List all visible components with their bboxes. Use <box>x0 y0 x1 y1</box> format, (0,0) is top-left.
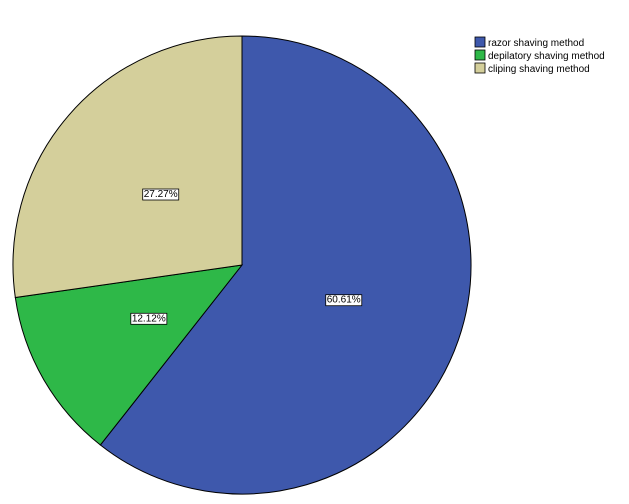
pie-slice-razor-shaving-method <box>99 35 472 495</box>
pie-slice-label-razor-shaving-method: 60.61% <box>325 294 363 307</box>
pie-slice-label-box <box>142 188 180 201</box>
pie-slices <box>12 35 472 495</box>
pie-slice-value-label: 27.27% <box>144 189 178 200</box>
legend-item-cliping-shaving-method: cliping shaving method <box>474 62 590 75</box>
legend-label: razor shaving method <box>488 38 584 49</box>
legend-label: depilatory shaving method <box>488 51 605 62</box>
legend-label: cliping shaving method <box>488 64 590 75</box>
pie-slice-label-depilatory-shaving-method: 12.12% <box>130 312 168 325</box>
legend-swatch <box>474 62 486 74</box>
pie-slice-labels: 60.61% 12.12% 27.27% <box>130 188 363 325</box>
pie-slice-label-cliping-shaving-method: 27.27% <box>142 188 180 201</box>
legend-swatch <box>474 49 486 61</box>
pie-slice-value-label: 12.12% <box>132 313 166 324</box>
pie-slice-depilatory-shaving-method <box>14 264 244 446</box>
legend: razor shaving method depilatory shaving m… <box>474 36 605 75</box>
legend-item-depilatory-shaving-method: depilatory shaving method <box>474 49 605 62</box>
pie-slice-label-box <box>130 312 168 325</box>
pie-slice-cliping-shaving-method <box>12 35 243 299</box>
legend-swatch <box>474 36 486 48</box>
pie-slice-value-label: 60.61% <box>327 295 361 306</box>
pie-slice-label-box <box>325 294 363 307</box>
legend-item-razor-shaving-method: razor shaving method <box>474 36 584 49</box>
